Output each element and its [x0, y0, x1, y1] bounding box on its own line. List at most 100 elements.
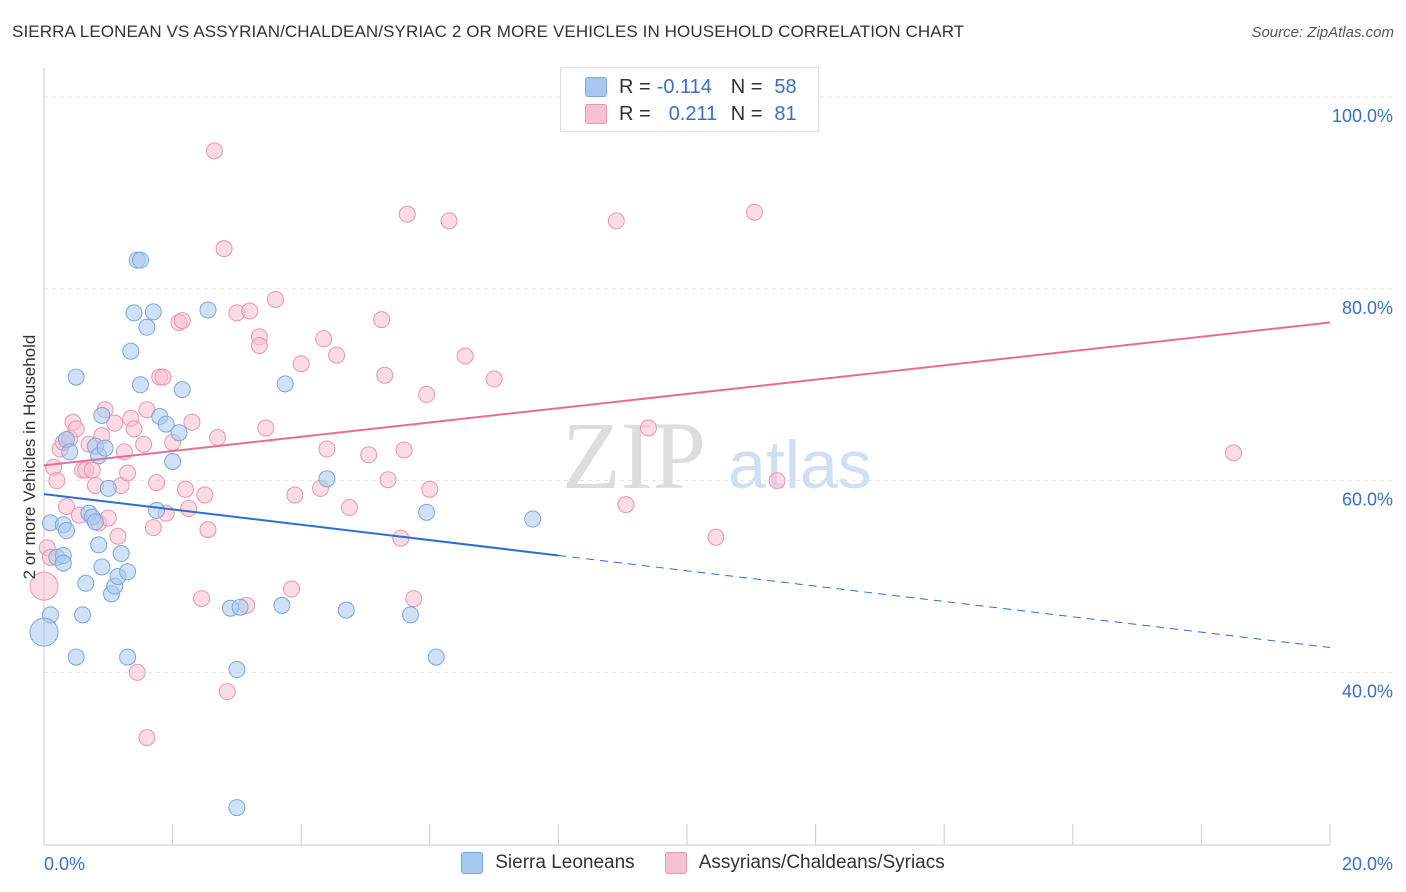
data-point [707, 528, 725, 546]
data-point [209, 429, 227, 447]
data-point [196, 486, 214, 504]
series-legend-item-pink: Assyrians/Chaldeans/Syriacs [664, 852, 945, 874]
data-point [109, 527, 127, 545]
watermark-zip: ZIP [562, 402, 706, 509]
y-tick-label: 60.0% [1342, 490, 1393, 510]
data-point [138, 729, 156, 747]
series-legend-item-blue: Sierra Leoneans [461, 852, 635, 874]
data-point [228, 799, 246, 817]
data-point [154, 368, 172, 386]
data-point [607, 212, 625, 230]
data-point [61, 443, 79, 461]
series-name-blue: Sierra Leoneans [495, 852, 635, 873]
data-point [29, 617, 59, 647]
data-point [205, 142, 223, 160]
stats-legend: R = -0.114 N = 58 R = 0.211 N = 81 [560, 67, 819, 132]
data-point [58, 522, 76, 540]
data-point [340, 499, 358, 517]
data-point [144, 519, 162, 537]
trend-line-pink [43, 321, 1331, 467]
data-point [485, 370, 503, 388]
legend-r-label: R = [619, 102, 651, 125]
x-tick-label-min: 0.0% [44, 854, 85, 874]
data-point [128, 663, 146, 681]
data-point [148, 501, 166, 519]
data-point [1225, 444, 1243, 462]
trend-line-blue [43, 493, 559, 557]
data-point [617, 496, 635, 514]
data-point [90, 536, 108, 554]
chart-title: SIERRA LEONEAN VS ASSYRIAN/CHALDEAN/SYRI… [12, 22, 965, 41]
data-point [376, 366, 394, 384]
data-point [93, 406, 111, 424]
data-point [131, 251, 149, 269]
series-swatch-pink [664, 852, 687, 874]
y-tick-label: 40.0% [1342, 681, 1393, 701]
data-point [180, 499, 198, 517]
data-point [266, 290, 284, 308]
data-point [231, 598, 249, 616]
y-tick-label: 100.0% [1332, 106, 1393, 126]
data-point [337, 601, 355, 619]
data-point [164, 453, 182, 470]
data-point [360, 446, 378, 464]
data-point [119, 648, 137, 666]
legend-r-value: -0.114 [656, 75, 712, 98]
data-point [318, 470, 336, 488]
data-point [421, 480, 439, 498]
data-point [318, 440, 336, 458]
data-point [315, 330, 333, 348]
legend-n-label: N = [730, 75, 763, 98]
data-point [138, 318, 156, 336]
data-point [99, 479, 117, 497]
data-point [292, 355, 310, 373]
data-point [58, 498, 76, 516]
data-point [77, 574, 95, 592]
data-point [427, 648, 445, 666]
data-point [199, 521, 217, 539]
data-point [48, 472, 66, 490]
data-point [119, 464, 137, 482]
data-point [67, 648, 85, 666]
data-point [524, 510, 542, 528]
data-point [29, 571, 59, 601]
series-swatch-blue [461, 852, 484, 874]
data-point [122, 342, 140, 360]
data-point [250, 336, 268, 354]
data-point [176, 480, 194, 498]
data-point [273, 596, 291, 614]
data-point [199, 301, 217, 319]
x-axis-ticks [43, 824, 1331, 845]
data-point [283, 580, 301, 598]
data-point [215, 240, 233, 258]
data-point [148, 474, 166, 492]
data-point [170, 424, 188, 442]
data-point [135, 435, 153, 453]
data-point [228, 661, 246, 679]
y-axis-label: 2 or more Vehicles in Household [20, 334, 39, 580]
data-point [173, 381, 191, 399]
data-point [157, 415, 175, 433]
gridlines [44, 96, 1392, 673]
legend-swatch-blue [585, 77, 607, 97]
data-point [67, 368, 85, 386]
data-point [402, 606, 420, 624]
data-point [112, 545, 130, 563]
data-point [86, 513, 104, 531]
legend-row-pink: R = 0.211 N = 81 [585, 100, 797, 128]
legend-n-value: 58 [774, 75, 797, 98]
trend-line-blue-extension [558, 554, 1331, 648]
data-point [405, 590, 423, 608]
data-point [144, 303, 162, 321]
data-point [418, 385, 436, 403]
data-point [218, 683, 236, 701]
legend-r-label: R = [619, 75, 651, 98]
source-credit: Source: ZipAtlas.com [1251, 24, 1394, 41]
data-point [418, 503, 436, 521]
data-point [395, 441, 413, 459]
data-point [83, 461, 101, 479]
data-point [67, 420, 85, 438]
legend-row-blue: R = -0.114 N = 58 [585, 73, 797, 101]
series-name-pink: Assyrians/Chaldeans/Syriacs [698, 852, 945, 873]
